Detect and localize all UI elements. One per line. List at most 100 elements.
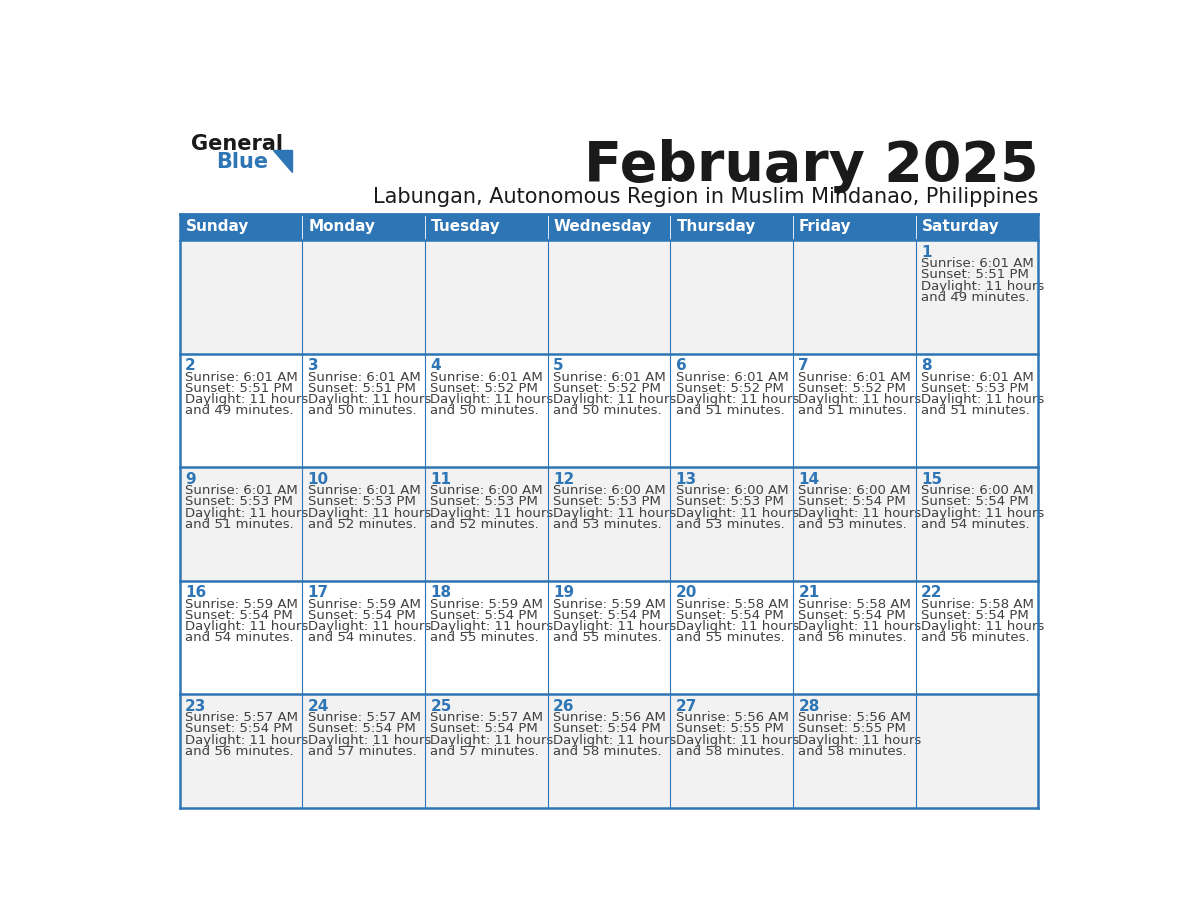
Text: and 53 minutes.: and 53 minutes. <box>676 518 784 531</box>
Bar <box>548 581 670 694</box>
Text: Sunrise: 5:58 AM: Sunrise: 5:58 AM <box>921 598 1034 610</box>
Text: 28: 28 <box>798 699 820 714</box>
Text: Daylight: 11 hours: Daylight: 11 hours <box>308 507 431 520</box>
Text: and 52 minutes.: and 52 minutes. <box>430 518 539 531</box>
Text: and 56 minutes.: and 56 minutes. <box>185 744 293 757</box>
Text: Daylight: 11 hours: Daylight: 11 hours <box>798 393 922 406</box>
Text: Sunrise: 5:58 AM: Sunrise: 5:58 AM <box>676 598 789 610</box>
Text: and 58 minutes.: and 58 minutes. <box>676 744 784 757</box>
Text: Sunset: 5:53 PM: Sunset: 5:53 PM <box>430 496 538 509</box>
Text: and 49 minutes.: and 49 minutes. <box>921 291 1030 304</box>
Text: 18: 18 <box>430 586 451 600</box>
Text: Sunset: 5:54 PM: Sunset: 5:54 PM <box>921 609 1029 621</box>
Text: 19: 19 <box>552 586 574 600</box>
Text: Sunset: 5:55 PM: Sunset: 5:55 PM <box>676 722 783 735</box>
Text: Sunrise: 6:01 AM: Sunrise: 6:01 AM <box>921 257 1034 270</box>
Text: Sunset: 5:53 PM: Sunset: 5:53 PM <box>308 496 416 509</box>
Text: Sunset: 5:54 PM: Sunset: 5:54 PM <box>308 609 416 621</box>
Text: Sunset: 5:51 PM: Sunset: 5:51 PM <box>308 382 416 395</box>
Text: 7: 7 <box>798 358 809 374</box>
Text: 26: 26 <box>552 699 575 714</box>
Text: Sunset: 5:53 PM: Sunset: 5:53 PM <box>552 496 661 509</box>
Text: 14: 14 <box>798 472 820 487</box>
Bar <box>425 214 548 241</box>
Text: 3: 3 <box>308 358 318 374</box>
Bar <box>670 694 792 808</box>
Text: General: General <box>191 134 283 154</box>
Bar <box>302 694 425 808</box>
Text: and 54 minutes.: and 54 minutes. <box>308 632 416 644</box>
Text: Daylight: 11 hours: Daylight: 11 hours <box>185 620 308 633</box>
Text: 17: 17 <box>308 586 329 600</box>
Text: Sunrise: 5:56 AM: Sunrise: 5:56 AM <box>798 711 911 724</box>
Text: Sunrise: 5:59 AM: Sunrise: 5:59 AM <box>430 598 543 610</box>
Text: 10: 10 <box>308 472 329 487</box>
Text: and 53 minutes.: and 53 minutes. <box>552 518 662 531</box>
Text: and 55 minutes.: and 55 minutes. <box>430 632 539 644</box>
Bar <box>916 581 1038 694</box>
Bar <box>792 214 916 241</box>
Text: and 52 minutes.: and 52 minutes. <box>308 518 416 531</box>
Text: Sunset: 5:53 PM: Sunset: 5:53 PM <box>185 496 292 509</box>
Text: 5: 5 <box>552 358 563 374</box>
Bar <box>302 581 425 694</box>
Bar <box>179 353 302 467</box>
Text: 23: 23 <box>185 699 207 714</box>
Text: Sunset: 5:54 PM: Sunset: 5:54 PM <box>552 609 661 621</box>
Text: Sunrise: 5:59 AM: Sunrise: 5:59 AM <box>308 598 421 610</box>
Bar <box>548 214 670 241</box>
Text: Sunrise: 6:01 AM: Sunrise: 6:01 AM <box>676 371 789 384</box>
Text: Sunset: 5:54 PM: Sunset: 5:54 PM <box>552 722 661 735</box>
Text: 8: 8 <box>921 358 931 374</box>
Text: Sunset: 5:51 PM: Sunset: 5:51 PM <box>185 382 292 395</box>
Text: Sunrise: 6:01 AM: Sunrise: 6:01 AM <box>430 371 543 384</box>
Bar <box>425 467 548 581</box>
Text: Sunrise: 6:00 AM: Sunrise: 6:00 AM <box>921 484 1034 498</box>
Text: Saturday: Saturday <box>922 218 999 234</box>
Text: and 54 minutes.: and 54 minutes. <box>921 518 1030 531</box>
Text: Daylight: 11 hours: Daylight: 11 hours <box>552 507 676 520</box>
Text: Daylight: 11 hours: Daylight: 11 hours <box>308 620 431 633</box>
Text: 24: 24 <box>308 699 329 714</box>
Text: Thursday: Thursday <box>676 218 756 234</box>
Text: Sunset: 5:52 PM: Sunset: 5:52 PM <box>798 382 906 395</box>
Bar <box>670 467 792 581</box>
Bar <box>916 241 1038 353</box>
Text: Sunset: 5:54 PM: Sunset: 5:54 PM <box>185 609 292 621</box>
Text: 12: 12 <box>552 472 574 487</box>
Text: 1: 1 <box>921 245 931 260</box>
Bar <box>425 241 548 353</box>
Text: Daylight: 11 hours: Daylight: 11 hours <box>308 733 431 746</box>
Bar <box>670 241 792 353</box>
Text: and 50 minutes.: and 50 minutes. <box>552 404 662 417</box>
Text: Labungan, Autonomous Region in Muslim Mindanao, Philippines: Labungan, Autonomous Region in Muslim Mi… <box>373 187 1038 207</box>
Text: Sunset: 5:52 PM: Sunset: 5:52 PM <box>676 382 783 395</box>
Text: and 55 minutes.: and 55 minutes. <box>552 632 662 644</box>
Text: Sunrise: 6:00 AM: Sunrise: 6:00 AM <box>552 484 665 498</box>
Text: and 50 minutes.: and 50 minutes. <box>308 404 416 417</box>
Bar <box>792 467 916 581</box>
Text: Daylight: 11 hours: Daylight: 11 hours <box>552 733 676 746</box>
Text: Daylight: 11 hours: Daylight: 11 hours <box>921 620 1044 633</box>
Text: and 50 minutes.: and 50 minutes. <box>430 404 539 417</box>
Text: 16: 16 <box>185 586 207 600</box>
Text: and 49 minutes.: and 49 minutes. <box>185 404 293 417</box>
Bar <box>548 353 670 467</box>
Text: Sunset: 5:54 PM: Sunset: 5:54 PM <box>430 722 538 735</box>
Bar <box>792 581 916 694</box>
Text: Daylight: 11 hours: Daylight: 11 hours <box>921 280 1044 293</box>
Text: and 58 minutes.: and 58 minutes. <box>552 744 662 757</box>
Text: Sunrise: 6:01 AM: Sunrise: 6:01 AM <box>185 371 298 384</box>
Text: Daylight: 11 hours: Daylight: 11 hours <box>798 620 922 633</box>
Text: and 54 minutes.: and 54 minutes. <box>185 632 293 644</box>
Text: Daylight: 11 hours: Daylight: 11 hours <box>676 620 798 633</box>
Text: 11: 11 <box>430 472 451 487</box>
Text: Daylight: 11 hours: Daylight: 11 hours <box>676 393 798 406</box>
Text: Daylight: 11 hours: Daylight: 11 hours <box>676 507 798 520</box>
Text: Tuesday: Tuesday <box>431 218 501 234</box>
Text: and 56 minutes.: and 56 minutes. <box>921 632 1030 644</box>
Text: Sunday: Sunday <box>185 218 249 234</box>
Text: and 51 minutes.: and 51 minutes. <box>921 404 1030 417</box>
Text: Sunset: 5:52 PM: Sunset: 5:52 PM <box>430 382 538 395</box>
Text: and 51 minutes.: and 51 minutes. <box>798 404 906 417</box>
